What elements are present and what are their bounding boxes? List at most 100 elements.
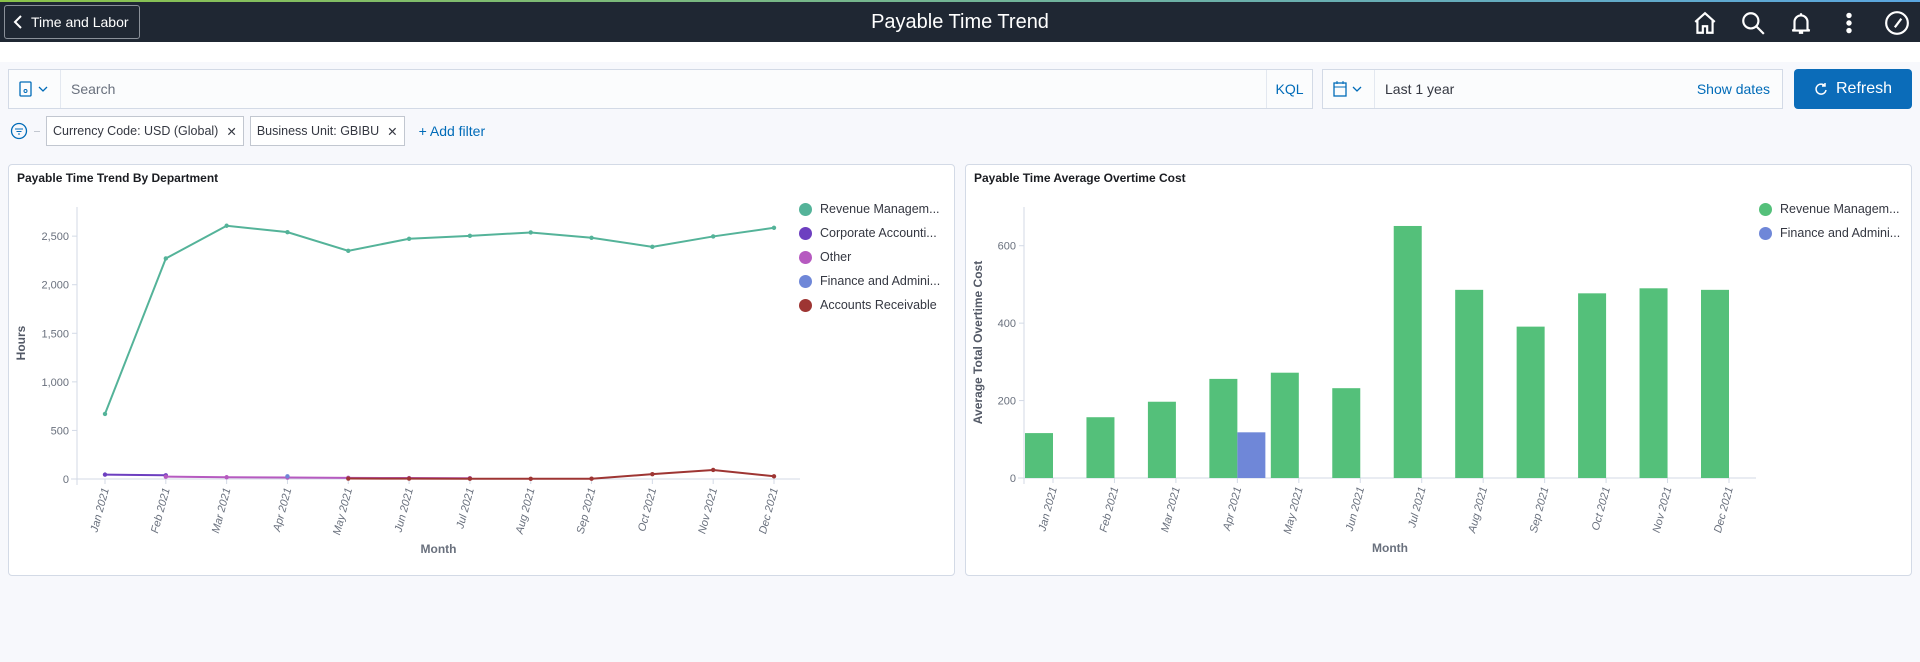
data-point <box>710 234 716 239</box>
filter-label: Currency Code: USD (Global) <box>53 124 219 138</box>
legend-item[interactable]: Revenue Managem... <box>799 197 940 221</box>
legend-item[interactable]: Finance and Admini... <box>799 269 940 293</box>
close-icon[interactable]: ✕ <box>387 124 398 139</box>
y-tick-label: 2,500 <box>41 231 69 243</box>
data-point <box>589 235 594 240</box>
legend-item[interactable]: Finance and Admini... <box>1759 221 1900 245</box>
y-axis-title: Hours <box>14 325 28 360</box>
x-tick-label: Jul 2021 <box>1406 486 1429 530</box>
search-icon[interactable] <box>1740 10 1766 36</box>
x-tick-label: Aug 2021 <box>1466 486 1490 536</box>
show-dates-link[interactable]: Show dates <box>1696 81 1770 97</box>
refresh-button[interactable]: Refresh <box>1794 69 1912 109</box>
data-point <box>285 474 290 479</box>
data-point <box>650 471 655 477</box>
data-point <box>224 223 229 228</box>
x-tick-label: Sep 2021 <box>575 487 599 536</box>
query-bar: KQL <box>8 69 1313 109</box>
x-tick-label: May 2021 <box>331 487 355 537</box>
legend-label: Accounts Receivable <box>820 298 937 312</box>
top-accent-line <box>0 0 1920 2</box>
y-axis-title: Average Total Overtime Cost <box>971 261 985 424</box>
y-tick-label: 500 <box>51 425 69 437</box>
legend-item[interactable]: Revenue Managem... <box>1759 197 1900 221</box>
bar <box>1578 293 1607 478</box>
date-range-value[interactable]: Last 1 year <box>1385 81 1455 97</box>
compass-icon[interactable] <box>1884 10 1910 36</box>
header-spacer <box>0 42 1920 62</box>
line-chart: 0 500 1,000 1,500 2,000 2,500 Jan 2021 Feb 2021… <box>14 207 800 556</box>
kql-toggle[interactable]: KQL <box>1266 70 1312 108</box>
data-point <box>346 248 351 254</box>
x-tick-label: May 2021 <box>1282 486 1306 536</box>
filter-menu-icon[interactable] <box>10 122 28 140</box>
search-input[interactable] <box>61 70 1266 108</box>
chart-legend: Revenue Managem... Corporate Accounti... O… <box>799 197 940 317</box>
date-picker: Last 1 year Show dates <box>1322 69 1783 109</box>
data-point <box>771 474 777 479</box>
data-point <box>285 229 290 235</box>
data-point <box>224 475 229 480</box>
bar <box>1639 288 1668 478</box>
x-tick-label: Jul 2021 <box>454 487 477 531</box>
x-tick-label: Mar 2021 <box>210 487 234 535</box>
home-icon[interactable] <box>1692 10 1718 36</box>
bar <box>1455 289 1484 478</box>
legend-dot <box>1759 202 1772 216</box>
legend-item[interactable]: Accounts Receivable <box>799 293 940 317</box>
x-tick-label: Mar 2021 <box>1159 486 1183 534</box>
saved-query-button[interactable] <box>9 70 61 108</box>
more-vertical-icon[interactable] <box>1836 10 1862 36</box>
bar <box>1147 401 1176 478</box>
page-title: Payable Time Trend <box>871 11 1049 33</box>
series-line-4 <box>348 468 775 480</box>
legend-dot <box>799 298 812 312</box>
filter-pill-business-unit[interactable]: Business Unit: GBIBU ✕ <box>249 116 405 146</box>
back-label: Time and Labor <box>31 14 129 30</box>
legend-label: Revenue Managem... <box>1780 202 1900 216</box>
save-dropdown-icon <box>18 81 47 97</box>
legend-label: Finance and Admini... <box>1780 226 1901 240</box>
x-tick-label: Sep 2021 <box>1528 486 1552 535</box>
date-quick-menu-button[interactable] <box>1323 70 1375 108</box>
series-line-0 <box>104 224 775 415</box>
x-tick-label: Nov 2021 <box>696 487 720 536</box>
filter-pill-currency[interactable]: Currency Code: USD (Global) ✕ <box>46 116 244 146</box>
legend-label: Finance and Admini... <box>820 274 941 288</box>
filter-label: Business Unit: GBIBU <box>256 124 380 138</box>
x-tick-label: Jun 2021 <box>392 487 416 535</box>
data-point <box>467 476 473 481</box>
x-tick-label: Feb 2021 <box>1098 486 1122 534</box>
filter-bar: Currency Code: USD (Global) ✕ Business Un… <box>10 116 485 146</box>
data-point <box>163 474 169 479</box>
data-point <box>467 233 473 239</box>
data-point <box>528 230 533 235</box>
legend-item[interactable]: Corporate Accounti... <box>799 221 940 245</box>
back-button[interactable]: Time and Labor <box>4 5 140 39</box>
bar <box>1209 378 1238 478</box>
x-tick-label: Dec 2021 <box>757 487 781 536</box>
bar <box>1332 388 1361 478</box>
x-axis-title: Month <box>421 542 457 556</box>
x-tick-label: Apr 2021 <box>271 487 294 534</box>
legend-label: Revenue Managem... <box>820 202 940 216</box>
legend-label: Corporate Accounti... <box>820 226 937 240</box>
bell-icon[interactable] <box>1788 10 1814 36</box>
refresh-label: Refresh <box>1835 80 1893 97</box>
bar <box>1025 433 1053 478</box>
filter-divider <box>34 130 40 132</box>
close-icon[interactable]: ✕ <box>226 124 237 139</box>
add-filter-button[interactable]: + Add filter <box>418 123 486 139</box>
data-point <box>710 467 716 473</box>
bar <box>1270 372 1299 478</box>
legend-dot <box>799 250 812 264</box>
x-tick-label: Apr 2021 <box>1221 486 1244 533</box>
legend-label: Other <box>820 250 852 264</box>
x-tick-label: Aug 2021 <box>514 487 538 537</box>
legend-item[interactable]: Other <box>799 245 940 269</box>
data-point <box>102 472 108 477</box>
data-point <box>406 476 412 481</box>
data-point <box>771 225 777 230</box>
y-tick-label: 200 <box>998 396 1016 408</box>
calendar-icon <box>1332 81 1361 97</box>
